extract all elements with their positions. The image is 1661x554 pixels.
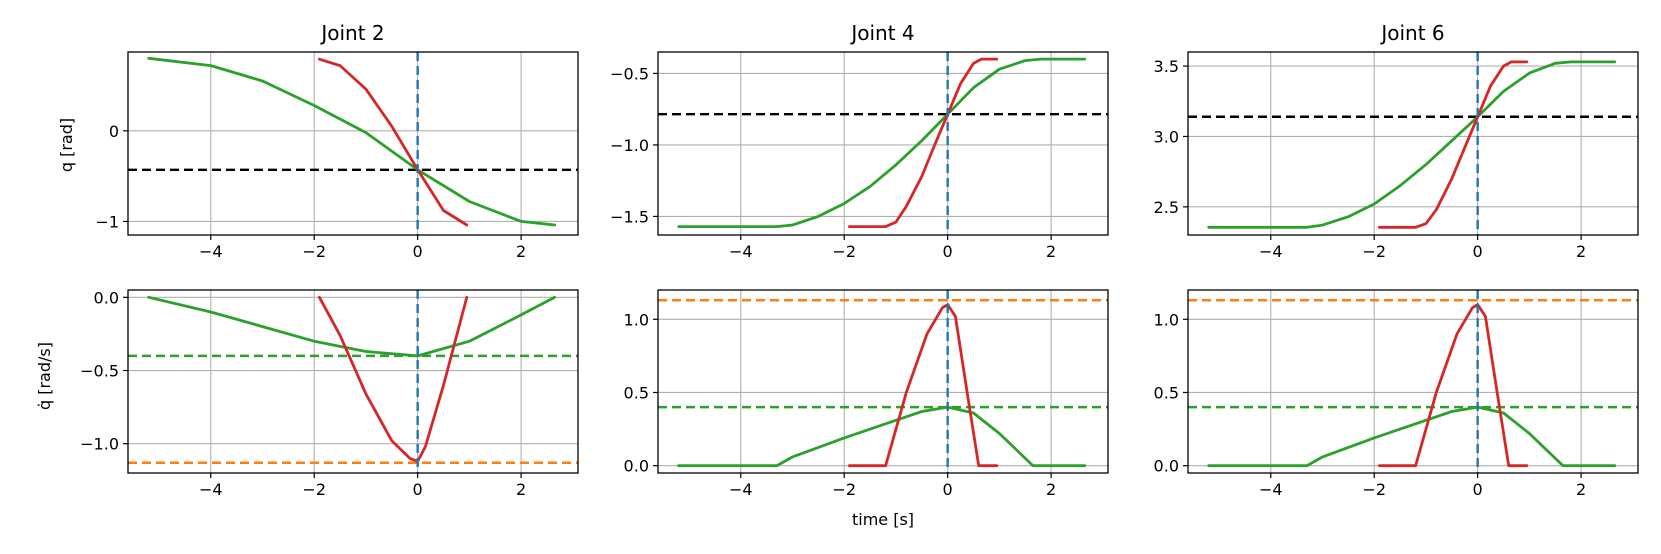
y-tick-label: −1.5 [610,207,649,226]
series-line-2 [318,58,468,227]
series-line-1 [147,295,557,358]
x-tick-label: 2 [1576,480,1586,499]
axes-frame [657,51,1109,236]
x-tick-label: −2 [832,242,856,261]
x-tick-label: 2 [1046,480,1056,499]
x-tick-label: 0 [413,242,423,261]
plot-area [128,290,578,473]
plot-area [658,290,1108,473]
series-line-2 [1378,60,1528,229]
series-line-1 [677,405,1087,468]
subplot-title: Joint 2 [319,21,384,45]
y-tick-label: 0.0 [94,288,119,307]
y-tick-label: 1.0 [1154,310,1179,329]
plot-area [1188,290,1638,473]
y-tick-label: 3.5 [1154,57,1179,76]
y-tick-label: 0.5 [1154,383,1179,402]
y-axis-label-bottom: q̇ [rad/s] [35,342,54,410]
x-tick-label: 0 [943,480,953,499]
x-tick-label: −4 [1259,242,1283,261]
x-tick-label: 0 [413,480,423,499]
y-tick-label: −1.0 [610,136,649,155]
y-tick-label: 1.0 [624,310,649,329]
y-tick-label: 0.0 [1154,457,1179,476]
subplot-5: −4 −2 0 2 0.0 0.5 1.0 [624,289,1109,499]
axes-frame [1187,51,1639,236]
x-axis-label: time [s] [852,510,914,529]
series-line-3 [848,57,999,229]
subplot-title: Joint 4 [849,21,914,45]
y-tick-label: −0.5 [610,64,649,83]
series-line-1 [677,57,1087,229]
subplot-3: −4 −2 0 2 2.5 3.0 3.5 Joint 6 [1154,21,1639,261]
subplot-grid: −4 −2 0 2 −1 0 Joint 2 −4 −2 0 2 −1.5 −1.0 −0.5 Joint … [80,21,1639,499]
plot-area [1188,52,1638,235]
series-line-1 [1207,60,1617,229]
series-line-3 [1378,303,1529,468]
axes-frame [127,51,579,236]
y-tick-label: −0.5 [80,362,119,381]
x-tick-label: −2 [832,480,856,499]
x-tick-label: 2 [516,242,526,261]
subplot-4: −4 −2 0 2 −1.0 −0.5 0.0 [80,288,579,499]
subplot-2: −4 −2 0 2 −1.5 −1.0 −0.5 Joint 4 [610,21,1109,261]
y-tick-label: 0.0 [624,457,649,476]
x-tick-label: −4 [729,242,753,261]
axes-frame [657,289,1109,474]
y-tick-label: 0 [109,122,119,141]
y-tick-label: −1 [95,212,119,231]
x-tick-label: −4 [199,242,223,261]
series-line-3 [848,303,999,468]
x-tick-label: −2 [1362,242,1386,261]
x-tick-label: 2 [1046,242,1056,261]
x-tick-label: 2 [516,480,526,499]
x-tick-label: −4 [729,480,753,499]
x-tick-label: −2 [1362,480,1386,499]
y-tick-label: 2.5 [1154,198,1179,217]
x-tick-label: −4 [199,480,223,499]
y-tick-label: 0.5 [624,383,649,402]
y-axis-label-top: q [rad] [57,118,76,172]
x-tick-label: −2 [302,242,326,261]
x-tick-label: 2 [1576,242,1586,261]
x-tick-label: 0 [943,242,953,261]
series-line-1 [147,56,557,227]
x-tick-label: 0 [1473,242,1483,261]
y-tick-label: 3.0 [1154,127,1179,146]
plot-area [128,52,578,235]
x-tick-label: 0 [1473,480,1483,499]
subplot-6: −4 −2 0 2 0.0 0.5 1.0 [1154,289,1639,499]
x-tick-label: −4 [1259,480,1283,499]
axes-frame [1187,289,1639,474]
plot-area [658,52,1108,235]
series-line-2 [848,57,998,228]
series-line-3 [317,295,469,463]
series-line-3 [1378,60,1529,229]
y-tick-label: −1.0 [80,435,119,454]
series-line-3 [317,57,469,227]
subplot-title: Joint 6 [1379,21,1444,45]
series-line-1 [1207,405,1617,468]
axes-frame [127,289,579,474]
subplot-1: −4 −2 0 2 −1 0 Joint 2 [95,21,579,261]
x-tick-label: −2 [302,480,326,499]
